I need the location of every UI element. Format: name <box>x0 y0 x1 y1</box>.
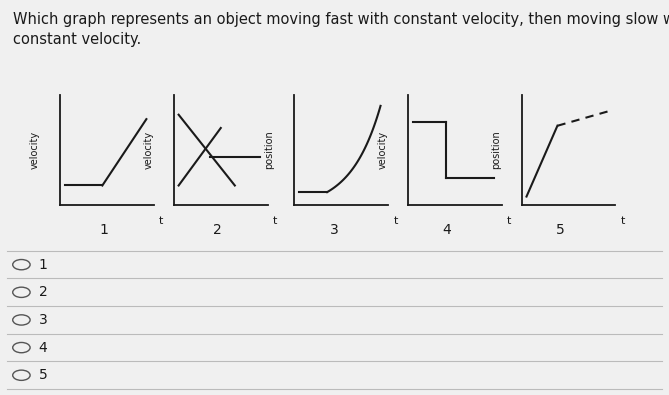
Text: 5: 5 <box>556 223 565 237</box>
Text: 4: 4 <box>442 223 452 237</box>
Text: 1: 1 <box>39 258 47 272</box>
Text: t: t <box>393 216 397 226</box>
Y-axis label: velocity: velocity <box>377 131 387 169</box>
Text: 2: 2 <box>213 223 222 237</box>
Text: t: t <box>273 216 277 226</box>
Text: t: t <box>159 216 163 226</box>
Text: 5: 5 <box>39 368 47 382</box>
Y-axis label: velocity: velocity <box>143 131 153 169</box>
Text: t: t <box>621 216 625 226</box>
Text: 3: 3 <box>330 223 339 237</box>
Text: 2: 2 <box>39 285 47 299</box>
Text: t: t <box>507 216 511 226</box>
Text: 1: 1 <box>99 223 108 237</box>
Y-axis label: velocity: velocity <box>29 131 39 169</box>
Text: 4: 4 <box>39 340 47 355</box>
Y-axis label: position: position <box>264 131 274 169</box>
Text: Which graph represents an object moving fast with constant velocity, then moving: Which graph represents an object moving … <box>13 12 669 47</box>
Y-axis label: position: position <box>491 131 501 169</box>
Text: 3: 3 <box>39 313 47 327</box>
